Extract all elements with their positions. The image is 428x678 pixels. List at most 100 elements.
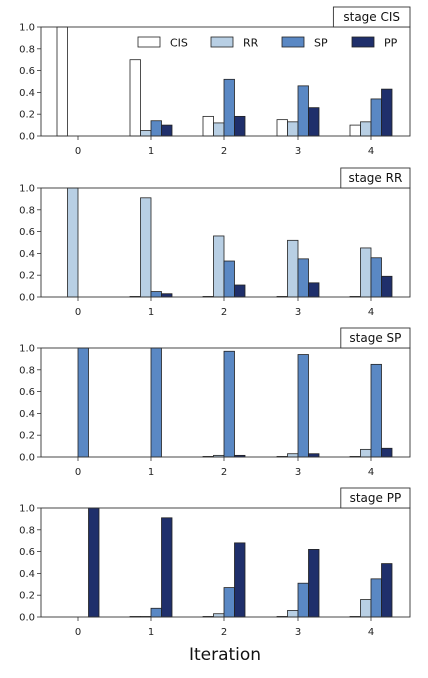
bar-rr-3 — [287, 121, 299, 137]
y-tick-label: 0.4 — [19, 249, 35, 260]
y-tick-label: 0.2 — [19, 591, 35, 602]
chart-panel-2: 0.0 0.2 0.4 0.6 0.8 1.0 0 1 2 3 4 stage SP — [19, 327, 411, 478]
y-tick-label: 0.0 — [19, 613, 35, 624]
bar-sp-2 — [223, 78, 235, 137]
legend-label-sp: SP — [314, 37, 328, 50]
bar-rr-1 — [140, 197, 152, 298]
x-tick-label: 2 — [221, 307, 227, 318]
panel-title: stage CIS — [343, 10, 400, 24]
x-tick-label: 3 — [295, 307, 301, 318]
panel-title-box — [340, 487, 411, 509]
bar-sp-1 — [150, 291, 162, 298]
y-tick-label: 0.4 — [19, 569, 35, 580]
bar-rr-2 — [213, 235, 225, 298]
y-tick-label: 1.0 — [19, 504, 35, 515]
bar-rr-4 — [360, 599, 372, 618]
y-tick-label: 0.2 — [19, 110, 35, 121]
y-tick-label: 1.0 — [19, 344, 35, 355]
bar-pp-3 — [308, 282, 320, 298]
bar-rr-3 — [287, 239, 299, 298]
bar-pp-4 — [381, 275, 393, 298]
x-tick-label: 2 — [221, 146, 227, 157]
panel-title: stage RR — [348, 171, 402, 185]
bar-sp-4 — [370, 578, 382, 618]
bar-pp-3 — [308, 107, 320, 137]
bar-pp-2 — [234, 542, 246, 618]
y-tick-label: 0.0 — [19, 453, 35, 464]
plot-frame — [40, 507, 411, 618]
x-tick-label: 4 — [368, 627, 374, 638]
x-tick-label: 4 — [368, 307, 374, 318]
chart-panel-0: 0.0 0.2 0.4 0.6 0.8 1.0 0 1 2 3 4 stage CIS — [19, 6, 411, 157]
x-tick-label: 2 — [221, 467, 227, 478]
bar-pp-3 — [308, 453, 320, 458]
bar-sp-3 — [297, 258, 309, 298]
bar-pp-1 — [161, 517, 173, 618]
panel-title-box — [332, 6, 411, 28]
chart-panel-1: 0.0 0.2 0.4 0.6 0.8 1.0 0 1 2 3 4 stage RR — [19, 167, 411, 318]
legend-label-rr: RR — [243, 37, 259, 50]
y-tick-label: 0.8 — [19, 205, 35, 216]
x-tick-label: 0 — [75, 146, 81, 157]
bar-sp-3 — [297, 85, 309, 137]
x-tick-label: 1 — [148, 307, 154, 318]
y-tick-label: 0.2 — [19, 271, 35, 282]
legend-swatch-rr — [210, 36, 234, 48]
bar-sp-2 — [223, 350, 235, 458]
x-tick-label: 1 — [148, 627, 154, 638]
bar-pp-4 — [381, 447, 393, 458]
chart-panel-3: 0.0 0.2 0.4 0.6 0.8 1.0 0 1 2 3 4 stage PP — [19, 487, 411, 638]
bar-rr-0 — [67, 187, 79, 298]
bar-rr-3 — [287, 453, 299, 458]
y-tick-label: 0.0 — [19, 132, 35, 143]
bar-rr-1 — [140, 130, 152, 137]
x-tick-label: 4 — [368, 467, 374, 478]
y-tick-label: 0.6 — [19, 547, 35, 558]
bar-sp-1 — [150, 347, 162, 458]
bar-cis-3 — [276, 119, 288, 137]
x-tick-label: 1 — [148, 467, 154, 478]
bar-cis-2 — [202, 115, 214, 137]
bar-pp-3 — [308, 549, 320, 618]
bar-rr-4 — [360, 247, 372, 298]
legend-label-cis: CIS — [170, 37, 188, 50]
x-axis-label: Iteration — [189, 645, 261, 665]
bar-cis-4 — [349, 124, 361, 137]
bar-sp-0 — [77, 347, 89, 458]
bar-rr-3 — [287, 610, 299, 618]
y-tick-label: 0.6 — [19, 387, 35, 398]
x-tick-label: 0 — [75, 307, 81, 318]
x-tick-label: 3 — [295, 627, 301, 638]
panel-title-box — [340, 167, 411, 189]
legend-swatch-sp — [281, 36, 305, 48]
panel-title-box — [340, 327, 411, 349]
legend: CIS RR SP PP — [137, 36, 398, 50]
bar-rr-4 — [360, 121, 372, 137]
bar-pp-2 — [234, 284, 246, 298]
x-tick-label: 1 — [148, 146, 154, 157]
x-tick-label: 3 — [295, 467, 301, 478]
y-tick-label: 1.0 — [19, 184, 35, 195]
legend-label-pp: PP — [384, 37, 398, 50]
bar-pp-4 — [381, 563, 393, 618]
bar-cis-0 — [56, 26, 68, 137]
plot-frame — [40, 187, 411, 298]
bar-sp-3 — [297, 354, 309, 458]
bar-pp-1 — [161, 293, 173, 298]
x-tick-label: 3 — [295, 146, 301, 157]
x-tick-label: 0 — [75, 627, 81, 638]
y-tick-label: 0.0 — [19, 293, 35, 304]
y-tick-label: 0.4 — [19, 88, 35, 99]
bar-pp-0 — [88, 507, 100, 618]
y-tick-label: 0.4 — [19, 409, 35, 420]
bar-sp-3 — [297, 582, 309, 618]
bar-pp-2 — [234, 115, 246, 137]
plot-frame — [40, 26, 411, 137]
panel-title: stage SP — [349, 331, 401, 345]
y-tick-label: 1.0 — [19, 23, 35, 34]
panel-title: stage PP — [350, 491, 402, 505]
plot-frame — [40, 347, 411, 458]
bar-sp-2 — [223, 260, 235, 298]
